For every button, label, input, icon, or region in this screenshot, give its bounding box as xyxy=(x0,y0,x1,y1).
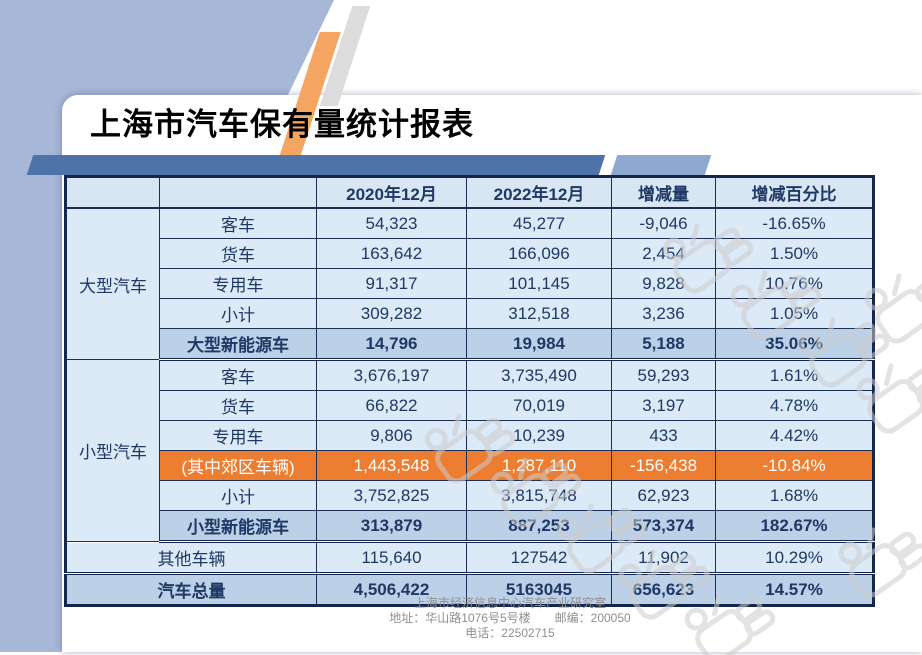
cell-2022: 101,145 xyxy=(466,268,612,299)
cell-2022: 19,984 xyxy=(466,328,612,361)
row-label: 小计 xyxy=(159,480,317,511)
cell-2020: 91,317 xyxy=(316,268,467,299)
cell-change: 3,236 xyxy=(611,298,716,329)
row-label: 专用车 xyxy=(159,268,317,299)
row-label: 专用车 xyxy=(159,420,317,451)
row-group-label: 大型汽车 xyxy=(65,207,160,360)
table-header-cell: 2022年12月 xyxy=(466,176,612,209)
page-title: 上海市汽车保有量统计报表 xyxy=(90,107,474,142)
cell-change-percent: 35.06% xyxy=(715,328,874,361)
vehicle-statistics-table: 2020年12月 2022年12月 增减量 增减百分比 大型汽车 客车 54,323 45,2… xyxy=(64,175,875,607)
cell-change: -9,046 xyxy=(611,207,716,239)
table-row: 大型汽车 客车 54,323 45,277 -9,046 -16.65% xyxy=(65,207,874,360)
footer-contact-info: 上海市经济信息中心汽车产业研究室 地址：华山路1076号5号楼 邮编：20005… xyxy=(150,596,870,641)
cell-change: 433 xyxy=(611,420,716,451)
row-label: 大型新能源车 xyxy=(159,328,317,361)
row-label: 小计 xyxy=(159,298,317,329)
cell-2022: 3,735,490 xyxy=(466,359,612,391)
title-underline-band xyxy=(26,155,606,175)
table-row: 专用车 91,317 101,145 9,828 10.76% xyxy=(66,268,874,299)
row-label: 客车 xyxy=(159,207,317,239)
table-row: 大型新能源车 14,796 19,984 5,188 35.06% xyxy=(66,328,874,361)
cell-change-percent: 1.05% xyxy=(715,298,874,329)
table-header-cell: 2020年12月 xyxy=(316,176,467,209)
cell-2020: 9,806 xyxy=(316,420,467,451)
cell-change-percent: 10.29% xyxy=(715,541,874,575)
table-row: 专用车 9,806 10,239 433 4.42% xyxy=(66,420,874,451)
cell-2022: 1,287,110 xyxy=(466,450,612,481)
row-label: (其中郊区车辆) xyxy=(159,450,317,481)
table-row: 小计 309,282 312,518 3,236 1.05% xyxy=(66,298,874,329)
cell-change-percent: 1.68% xyxy=(715,480,874,511)
cell-2020: 54,323 xyxy=(316,207,467,239)
row-label: 其他车辆 xyxy=(65,541,317,575)
cell-2020: 3,752,825 xyxy=(316,480,467,511)
table-row: 货车 163,642 166,096 2,454 1.50% xyxy=(66,238,874,269)
cell-2022: 887,253 xyxy=(466,510,612,543)
cell-change-percent: 10.76% xyxy=(715,268,874,299)
cell-change-percent: 1.61% xyxy=(715,359,874,391)
cell-2022: 312,518 xyxy=(466,298,612,329)
cell-2022: 3,815,748 xyxy=(466,480,612,511)
cell-2022: 70,019 xyxy=(466,390,612,421)
cell-2020: 14,796 xyxy=(316,328,467,361)
row-label: 客车 xyxy=(159,359,317,391)
table-row: 货车 66,822 70,019 3,197 4.78% xyxy=(66,390,874,421)
table-header-cell: 增减量 xyxy=(611,176,716,209)
cell-2022: 45,277 xyxy=(466,207,612,239)
cell-change: 9,828 xyxy=(611,268,716,299)
row-label: 货车 xyxy=(159,390,317,421)
footer-phone: 电话：22502715 xyxy=(465,626,555,640)
table-row: (其中郊区车辆) 1,443,548 1,287,110 -156,438 -10.84… xyxy=(66,450,874,481)
row-group-label: 小型汽车 xyxy=(65,359,160,542)
cell-2020: 115,640 xyxy=(316,541,467,575)
table-header-cell: 增减百分比 xyxy=(715,176,874,209)
row-label: 货车 xyxy=(159,238,317,269)
cell-change-percent: 182.67% xyxy=(715,510,874,543)
title-underline-band-end xyxy=(610,155,712,175)
cell-change: 573,374 xyxy=(611,510,716,543)
cell-change-percent: -10.84% xyxy=(715,450,874,481)
table-row: 小型新能源车 313,879 887,253 573,374 182.67% xyxy=(66,510,874,543)
cell-2020: 4,506,422 xyxy=(316,573,467,606)
cell-2020: 309,282 xyxy=(316,298,467,329)
cell-change: -156,438 xyxy=(611,450,716,481)
cell-2022: 166,096 xyxy=(466,238,612,269)
cell-2020: 1,443,548 xyxy=(316,450,467,481)
cell-change-percent: 4.42% xyxy=(715,420,874,451)
cell-2022: 10,239 xyxy=(466,420,612,451)
table-row: 小计 3,752,825 3,815,748 62,923 1.68% xyxy=(66,480,874,511)
table-row: 其他车辆 115,640 127542 11,902 10.29% xyxy=(65,541,874,575)
cell-2022: 5163045 xyxy=(466,573,612,606)
cell-change: 2,454 xyxy=(611,238,716,269)
cell-2022: 127542 xyxy=(466,541,612,575)
cell-2020: 313,879 xyxy=(316,510,467,543)
cell-change: 3,197 xyxy=(611,390,716,421)
cell-change: 62,923 xyxy=(611,480,716,511)
cell-change-percent: 1.50% xyxy=(715,238,874,269)
row-label: 小型新能源车 xyxy=(159,510,317,543)
cell-2020: 3,676,197 xyxy=(316,359,467,391)
footer-org-name: 上海市经济信息中心汽车产业研究室 xyxy=(413,596,606,610)
table-header-cell xyxy=(159,176,317,209)
cell-2020: 163,642 xyxy=(316,238,467,269)
cell-change: 5,188 xyxy=(611,328,716,361)
cell-change-percent: 4.78% xyxy=(715,390,874,421)
cell-2020: 66,822 xyxy=(316,390,467,421)
table-row: 小型汽车 客车 3,676,197 3,735,490 59,293 1.61% xyxy=(65,359,874,542)
cell-change: 59,293 xyxy=(611,359,716,391)
table-header-cell xyxy=(65,176,160,209)
footer-address: 地址：华山路1076号5号楼 邮编：200050 xyxy=(389,611,631,625)
cell-change: 11,902 xyxy=(611,541,716,575)
cell-change-percent: -16.65% xyxy=(715,207,874,239)
